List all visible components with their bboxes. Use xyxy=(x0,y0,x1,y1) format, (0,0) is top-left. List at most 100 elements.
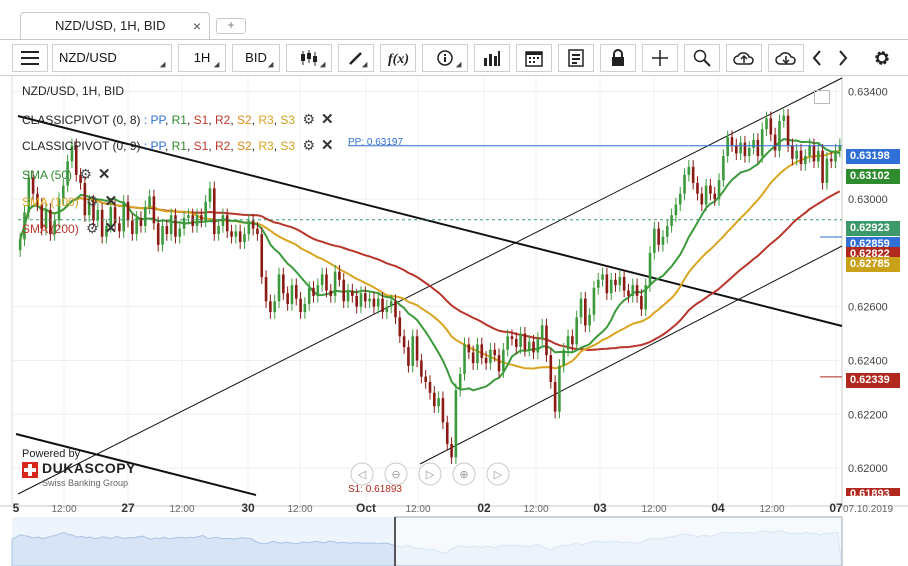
pivot-name: CLASSICPIVOT (0, 9) xyxy=(22,139,141,153)
candle-body xyxy=(631,285,635,296)
side-select[interactable]: BID xyxy=(232,44,280,72)
candle-body xyxy=(251,220,255,229)
pivot-r3: R3 xyxy=(258,113,274,127)
sma100-label: SMA (100) xyxy=(22,195,79,209)
candle-body xyxy=(661,236,665,245)
scroll-right-icon-glyph: ▷ xyxy=(494,468,503,481)
gear-icon[interactable]: ⚙ xyxy=(86,193,99,209)
settings-button[interactable] xyxy=(868,44,896,72)
scroll-left-icon[interactable] xyxy=(350,462,374,486)
candle-body xyxy=(506,336,509,350)
chart-type-button[interactable] xyxy=(286,44,332,72)
price-tag: 0.61893 xyxy=(846,488,900,496)
candle-body xyxy=(18,239,22,251)
zoom-button[interactable] xyxy=(684,44,720,72)
candle-body xyxy=(834,150,837,162)
calendar-button[interactable] xyxy=(516,44,552,72)
candle-body xyxy=(476,344,479,364)
chart-tab[interactable]: NZD/USD, 1H, BID × xyxy=(20,12,210,40)
candle-body xyxy=(204,201,207,221)
candle-body xyxy=(678,193,682,205)
candle-body xyxy=(31,177,35,194)
candle-body xyxy=(79,174,82,183)
candle-body xyxy=(497,355,501,372)
reset-zoom-icon[interactable] xyxy=(418,462,442,486)
candle-body xyxy=(256,228,259,235)
chart-area[interactable]: PP: 0.63197 S1: 0.61893 0.63400 0.63000 0.6… xyxy=(0,76,908,566)
candle-body xyxy=(812,145,816,162)
close-icon[interactable]: ✕ xyxy=(104,193,118,210)
candle-body xyxy=(148,196,151,208)
gear-icon[interactable]: ⚙ xyxy=(302,111,315,127)
candle-body xyxy=(389,301,393,307)
candle-body xyxy=(471,352,475,364)
close-tab-icon[interactable]: × xyxy=(192,18,201,34)
x-tick-label: 27 xyxy=(121,501,135,515)
chevron-down-icon xyxy=(319,61,329,71)
candle-body xyxy=(458,373,462,391)
candle-body xyxy=(372,298,376,307)
candle-body xyxy=(484,357,488,364)
candle-body xyxy=(510,336,514,339)
gear-icon[interactable]: ⚙ xyxy=(302,137,315,153)
lock-button[interactable] xyxy=(600,44,636,72)
candle-body xyxy=(532,341,535,353)
candle-body xyxy=(756,139,760,157)
candle-body xyxy=(195,215,199,226)
candle-body xyxy=(782,115,786,122)
report-button[interactable] xyxy=(558,44,594,72)
candle-body xyxy=(100,209,104,237)
crosshair-icon xyxy=(652,50,668,66)
candle-body xyxy=(363,293,367,302)
instrument-label: NZD/USD xyxy=(59,50,117,65)
pivot-s1: S1 xyxy=(193,113,209,127)
y-tick-label: 0.62600 xyxy=(848,302,888,314)
candle-body xyxy=(368,298,371,302)
dukascopy-logo xyxy=(22,462,38,478)
candle-body xyxy=(648,252,652,286)
pivot-s2: S2 xyxy=(237,139,252,153)
candle-body xyxy=(804,156,807,165)
gear-icon[interactable]: ⚙ xyxy=(79,166,92,182)
candle-body xyxy=(212,188,216,235)
chevron-down-icon xyxy=(267,61,277,71)
close-icon[interactable]: ✕ xyxy=(321,111,334,128)
hamburger-icon xyxy=(21,51,39,65)
candle-body xyxy=(178,228,182,237)
price-tag: 0.63198 xyxy=(846,149,900,164)
zoom-out-icon[interactable] xyxy=(384,462,408,486)
scroll-back-button[interactable] xyxy=(808,44,826,72)
price-tag: 0.62785 xyxy=(846,257,900,272)
close-icon[interactable]: ✕ xyxy=(97,166,111,183)
candle-body xyxy=(799,150,803,165)
zoom-in-icon[interactable] xyxy=(452,462,476,486)
crosshair-button[interactable] xyxy=(642,44,678,72)
draw-tool-button[interactable] xyxy=(338,44,374,72)
period-select[interactable]: 1H xyxy=(178,44,226,72)
candle-body xyxy=(299,298,302,313)
candle-body xyxy=(808,145,811,157)
candle-body xyxy=(765,118,768,130)
indicators-button[interactable]: f(x) xyxy=(380,44,416,72)
maximize-icon[interactable] xyxy=(814,90,830,104)
gear-icon[interactable]: ⚙ xyxy=(86,220,99,236)
new-tab-button[interactable]: + xyxy=(216,18,246,34)
candle-body xyxy=(691,166,695,183)
info-button[interactable] xyxy=(422,44,468,72)
candle-body xyxy=(536,338,540,353)
download-button[interactable] xyxy=(768,44,804,72)
navigator[interactable]: ◁ ⊖ ▷ ⊕ ▷ xyxy=(11,462,843,566)
candle-body xyxy=(571,336,574,345)
scroll-right-icon[interactable] xyxy=(486,462,510,486)
upload-button[interactable] xyxy=(726,44,762,72)
close-icon[interactable]: ✕ xyxy=(104,220,118,237)
instrument-select[interactable]: NZD/USD xyxy=(52,44,172,72)
candles xyxy=(18,108,842,465)
volume-button[interactable] xyxy=(474,44,510,72)
candle-body xyxy=(778,121,781,151)
menu-button[interactable] xyxy=(12,44,48,72)
candle-body xyxy=(657,228,660,245)
close-icon[interactable]: ✕ xyxy=(321,137,334,154)
scroll-forward-button[interactable] xyxy=(834,44,852,72)
